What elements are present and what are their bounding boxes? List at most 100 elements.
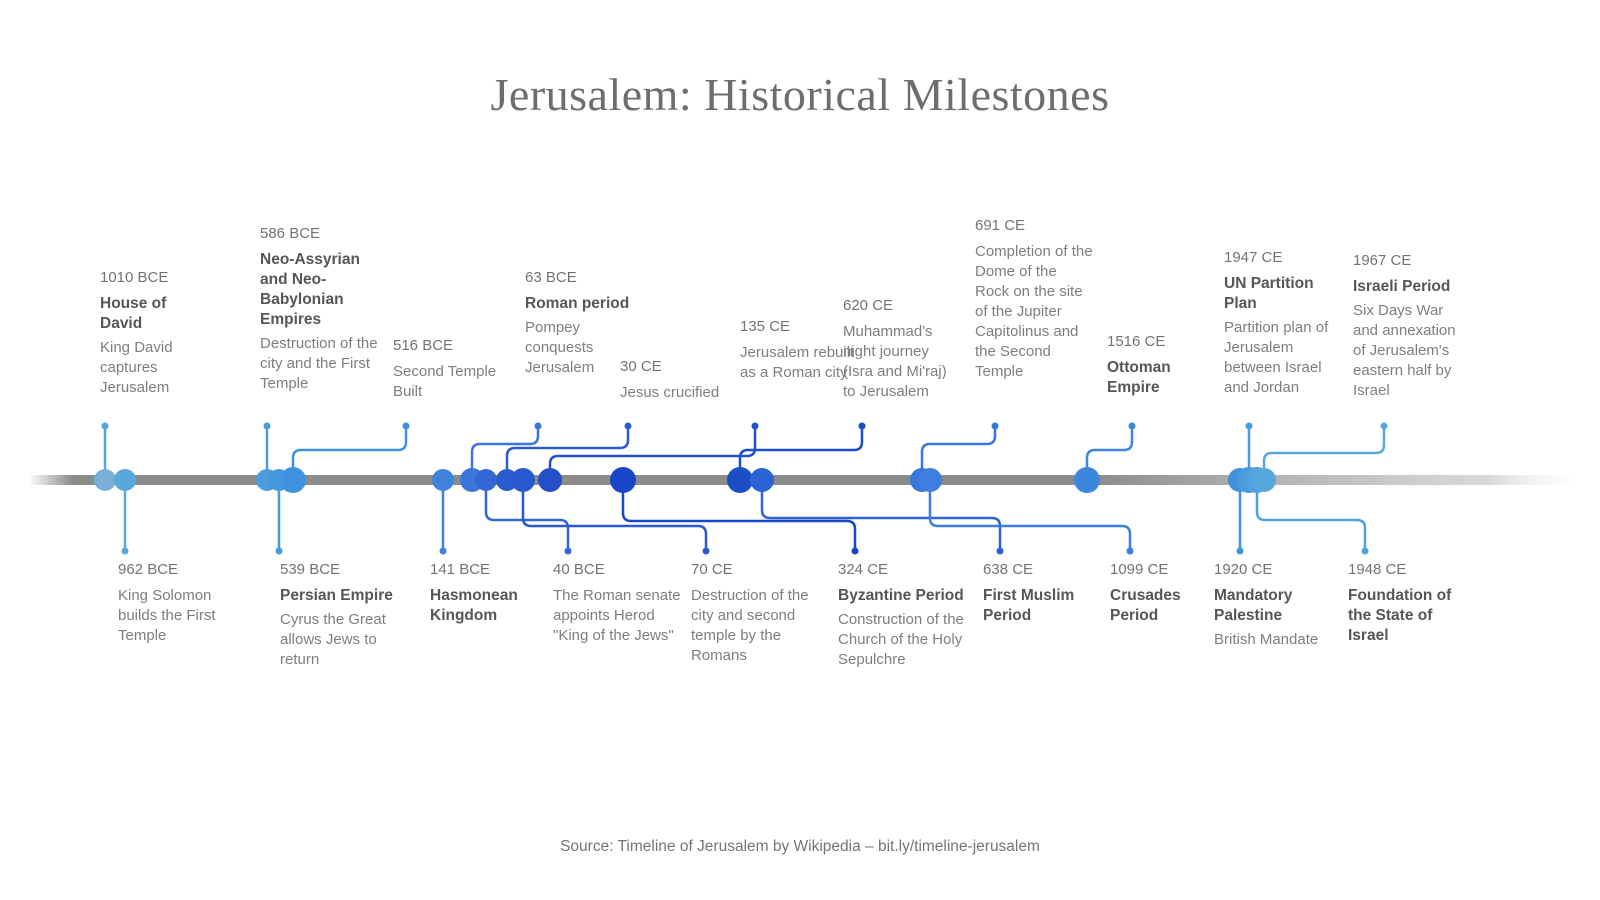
- connector-tip-40-bce: [564, 547, 572, 555]
- event-1920-ce: 1920 CE Mandatory Palestine British Mandat…: [1214, 560, 1339, 650]
- event-description: Completion of the Dome of the Rock on th…: [975, 243, 1093, 380]
- page-title: Jerusalem: Historical Milestones: [490, 69, 1110, 120]
- event-date: 1947 CE: [1224, 249, 1283, 266]
- connector-tip-1516-ce: [1128, 422, 1136, 430]
- milestone-dot-516-bce: [280, 467, 306, 493]
- event-title: Byzantine Period: [838, 587, 964, 604]
- milestone-dot-70-ce: [511, 468, 535, 492]
- event-title: Persian Empire: [280, 587, 393, 604]
- event-30-ce: 30 CE Jesus crucified: [620, 357, 740, 403]
- event-1099-ce: 1099 CE Crusades Period: [1110, 560, 1222, 630]
- event-title: Ottoman Empire: [1107, 359, 1171, 396]
- event-description: Second Temple Built: [393, 363, 497, 400]
- event-title: Roman period: [525, 295, 630, 312]
- connector-tip-1010-bce: [101, 422, 109, 430]
- event-date: 586 BCE: [260, 225, 321, 242]
- event-586-bce: 586 BCE Neo-Assyrian and Neo-Babylonian E…: [260, 224, 384, 394]
- event-date: 141 BCE: [430, 561, 491, 578]
- connector-tip-1967-ce: [1380, 422, 1388, 430]
- event-description: Destruction of the city and the First Te…: [260, 335, 378, 392]
- milestone-dot-40-bce: [475, 469, 497, 491]
- connector-691-ce: [920, 428, 997, 482]
- event-135-ce: 135 CE Jerusalem rebuilt as a Roman city: [740, 317, 855, 383]
- event-title: Foundation of the State of Israel: [1348, 587, 1452, 644]
- event-1967-ce: 1967 CE Israeli Period Six Days War and an…: [1353, 251, 1469, 401]
- event-691-ce: 691 CE Completion of the Dome of the Rock…: [975, 216, 1093, 382]
- connector-tip-962-bce: [121, 547, 129, 555]
- event-date: 135 CE: [740, 318, 791, 335]
- event-description: Pompey conquests Jerusalem: [525, 319, 595, 376]
- event-date: 1010 BCE: [100, 269, 169, 286]
- connector-lines: [101, 422, 1388, 555]
- event-description: King David captures Jerusalem: [100, 339, 173, 396]
- connector-30-ce: [505, 428, 630, 482]
- connector-tip-539-bce: [275, 547, 283, 555]
- connector-tip-516-bce: [402, 422, 410, 430]
- connector-638-ce: [760, 478, 1002, 550]
- event-title: Israeli Period: [1353, 278, 1451, 295]
- connector-tip-691-ce: [991, 422, 999, 430]
- milestone-dot-141-bce: [432, 469, 454, 491]
- connector-tip-638-ce: [996, 547, 1004, 555]
- milestone-dot-638-ce: [750, 468, 774, 492]
- connector-620-ce: [738, 428, 864, 482]
- event-70-ce: 70 CE Destruction of the city and second …: [691, 560, 821, 666]
- connector-516-bce: [291, 428, 408, 482]
- event-date: 1516 CE: [1107, 333, 1166, 350]
- event-description: Jerusalem rebuilt as a Roman city: [740, 344, 855, 381]
- connector-1099-ce: [928, 478, 1132, 550]
- event-63-bce: 63 BCE Roman period Pompey conquests Jerus…: [525, 268, 635, 378]
- event-date: 1099 CE: [1110, 561, 1169, 578]
- source-caption: Source: Timeline of Jerusalem by Wikiped…: [560, 838, 1040, 855]
- event-962-bce: 962 BCE King Solomon builds the First Tem…: [118, 560, 240, 646]
- connector-324-ce: [621, 478, 857, 550]
- timeline-dots: [94, 467, 1276, 493]
- connector-tip-63-bce: [534, 422, 542, 430]
- event-title: House of David: [100, 295, 167, 332]
- event-date: 324 CE: [838, 561, 889, 578]
- event-date: 516 BCE: [393, 337, 454, 354]
- event-description: Jesus crucified: [620, 384, 720, 401]
- connector-tip-70-ce: [702, 547, 710, 555]
- event-date: 691 CE: [975, 217, 1026, 234]
- event-description: Construction of the Church of the Holy S…: [838, 611, 964, 668]
- event-title: Hasmonean Kingdom: [430, 587, 518, 624]
- event-date: 962 BCE: [118, 561, 179, 578]
- connector-tip-30-ce: [624, 422, 632, 430]
- connector-tip-135-ce: [751, 422, 759, 430]
- milestone-dot-1010-bce: [94, 469, 116, 491]
- event-539-bce: 539 BCE Persian Empire Cyrus the Great all…: [280, 560, 420, 670]
- event-1010-bce: 1010 BCE House of David King David capture…: [100, 268, 212, 398]
- event-date: 70 CE: [691, 561, 733, 578]
- milestone-dot-324-ce: [610, 467, 636, 493]
- event-620-ce: 620 CE Muhammad's night journey (Isra and…: [843, 296, 961, 402]
- event-date: 638 CE: [983, 561, 1034, 578]
- connector-tip-620-ce: [858, 422, 866, 430]
- event-40-bce: 40 BCE The Roman senate appoints Herod "K…: [553, 560, 688, 646]
- event-description: British Mandate: [1214, 631, 1319, 648]
- milestone-dot-135-ce: [538, 468, 562, 492]
- connector-1516-ce: [1085, 428, 1134, 482]
- event-title: Mandatory Palestine: [1214, 587, 1293, 624]
- event-date: 63 BCE: [525, 269, 577, 286]
- event-date: 1967 CE: [1353, 252, 1412, 269]
- event-description: The Roman senate appoints Herod "King of…: [553, 587, 681, 644]
- timeline-bar: [25, 475, 1580, 485]
- event-description: King Solomon builds the First Temple: [118, 587, 216, 644]
- connector-tip-141-bce: [439, 547, 447, 555]
- event-date: 1948 CE: [1348, 561, 1407, 578]
- event-date: 620 CE: [843, 297, 894, 314]
- event-title: Crusades Period: [1110, 587, 1181, 624]
- milestone-dot-1099-ce: [918, 468, 942, 492]
- event-141-bce: 141 BCE Hasmonean Kingdom: [430, 560, 556, 630]
- event-1947-ce: 1947 CE UN Partition Plan Partition plan o…: [1224, 248, 1338, 398]
- connector-tip-1920-ce: [1236, 547, 1244, 555]
- milestone-dot-1967-ce: [1252, 468, 1276, 492]
- connector-tip-586-bce: [263, 422, 271, 430]
- event-title: UN Partition Plan: [1224, 275, 1314, 312]
- event-title: First Muslim Period: [983, 587, 1075, 624]
- event-date: 40 BCE: [553, 561, 605, 578]
